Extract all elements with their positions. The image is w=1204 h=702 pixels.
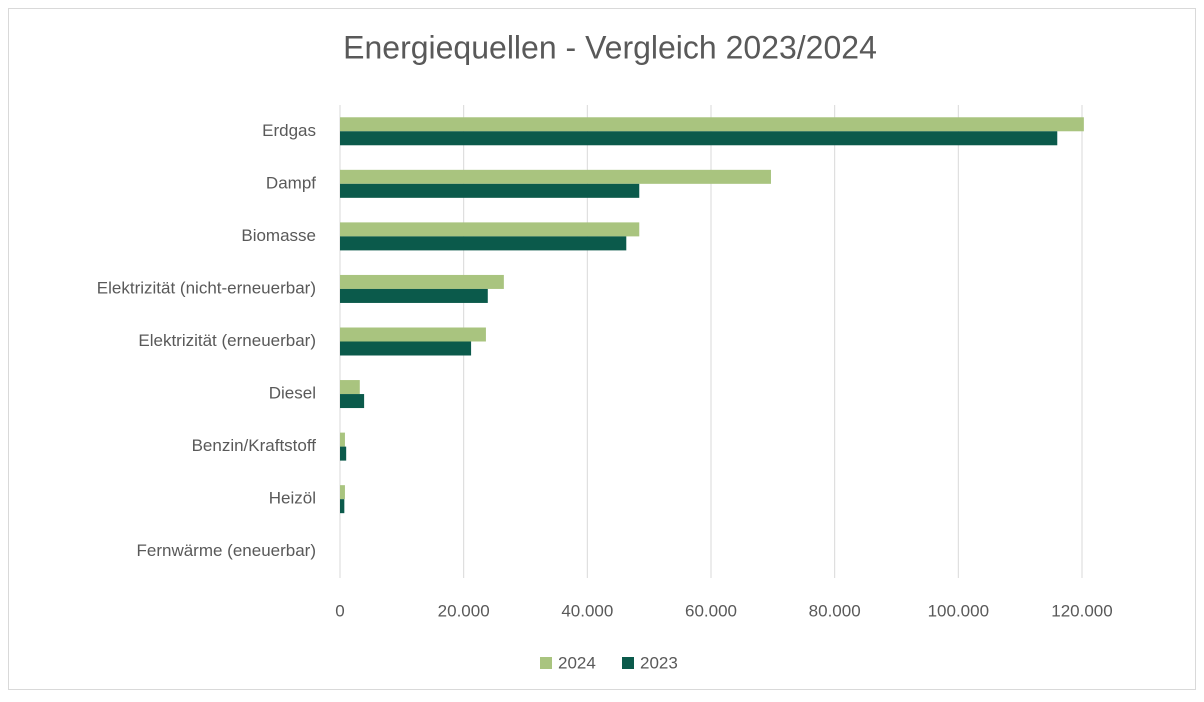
y-tick-label: Dampf (266, 173, 316, 192)
y-tick-label: Biomasse (241, 226, 316, 245)
bar (340, 499, 345, 514)
bar (340, 236, 627, 251)
bar (340, 380, 360, 395)
x-tick-label: 80.000 (809, 601, 861, 620)
legend-swatch (622, 657, 634, 669)
x-tick-label: 0 (335, 601, 344, 620)
x-tick-label: 20.000 (438, 601, 490, 620)
bar (340, 327, 486, 342)
bar (340, 222, 640, 237)
bar (340, 183, 640, 198)
chart-title: Energiequellen - Vergleich 2023/2024 (343, 29, 877, 65)
legend-label: 2024 (558, 653, 596, 672)
bar (340, 117, 1084, 132)
legend-swatch (540, 657, 552, 669)
bar (340, 394, 365, 409)
bar (340, 432, 345, 447)
bar (340, 485, 345, 500)
bar (340, 274, 504, 289)
y-tick-label: Benzin/Kraftstoff (192, 436, 317, 455)
y-tick-label: Elektrizität (erneuerbar) (138, 331, 316, 350)
bar (340, 341, 472, 356)
x-tick-label: 100.000 (928, 601, 989, 620)
y-tick-label: Erdgas (262, 121, 316, 140)
x-tick-label: 40.000 (561, 601, 613, 620)
bar (340, 169, 771, 184)
y-tick-label: Elektrizität (nicht-erneuerbar) (97, 278, 316, 297)
bar (340, 131, 1058, 146)
bar (340, 288, 488, 303)
bar (340, 446, 347, 461)
legend-label: 2023 (640, 653, 678, 672)
x-tick-label: 120.000 (1051, 601, 1112, 620)
y-tick-label: Fernwärme (eneuerbar) (136, 541, 316, 560)
y-tick-label: Heizöl (269, 489, 316, 508)
x-tick-label: 60.000 (685, 601, 737, 620)
y-tick-label: Diesel (269, 384, 316, 403)
